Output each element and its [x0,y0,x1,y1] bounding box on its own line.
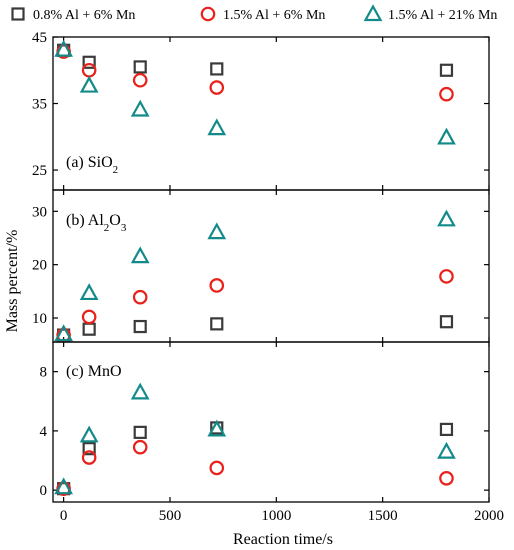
data-point [207,118,227,136]
panel: 25 35 45 (a) SiO2 [32,30,490,191]
data-point [210,317,224,331]
data-point [79,75,99,93]
data-point [437,209,456,227]
data-point [210,62,224,76]
data-point [82,55,96,69]
legend-label: 0.8% Al + 6% Mn [33,8,135,23]
data-point [133,425,147,439]
y-tick-label: 35 [32,97,47,113]
data-point [81,62,97,78]
data-point [54,477,74,495]
data-point [133,319,147,334]
y-tick-label: 25 [32,163,47,179]
data-point [439,315,454,329]
panel-frame [52,36,490,191]
data-point [439,422,454,437]
data-point [439,269,454,284]
data-point [209,80,225,95]
data-point [82,442,96,456]
data-point [437,127,456,145]
data-point [132,72,148,88]
data-point [130,382,150,400]
x-tick-label: 500 [159,508,182,524]
data-point [81,309,97,325]
panel-label: (a) SiO2 [66,154,118,176]
data-point [132,439,148,455]
data-point [54,324,74,342]
data-point [439,86,454,102]
data-point [81,450,97,465]
legend: 0.8% Al + 6% Mn 1.5% Al + 6% Mn 1.5% Al + … [11,4,497,23]
y-tick-label: 45 [32,30,47,46]
square-marker-icon [11,7,25,21]
y-tick-label: 20 [32,258,47,274]
data-point [56,327,71,343]
data-point [437,441,456,459]
circle-marker-icon [200,6,216,22]
y-tick-label: 8 [40,365,48,381]
y-tick-label: 0 [40,483,48,499]
data-point [207,222,227,240]
data-point [132,289,148,305]
panel: 10 20 30 (b) Al2O3 [32,189,490,343]
legend-entry: 1.5% Al + 6% Mn [200,6,325,23]
x-tick-label: 2000 [474,508,504,524]
data-point [439,63,454,77]
x-tick-label: 0 [60,508,68,524]
x-axis-title: Reaction time/s [233,531,333,548]
legend-label: 1.5% Al + 6% Mn [223,8,325,23]
y-tick-label: 4 [40,424,48,440]
legend-entry: 0.8% Al + 6% Mn [11,7,135,23]
panel-label: (b) Al2O3 [66,212,127,234]
x-tick-label: 1500 [368,508,398,524]
data-point [207,419,227,437]
data-point [130,99,150,117]
x-tick-label: 1000 [261,508,291,524]
data-point [79,425,99,443]
panel: 0 4 8 (c) MnO [40,341,490,503]
data-point [82,322,96,336]
data-point [54,39,74,57]
y-axis-title: Mass percent/% [4,230,21,333]
data-point [209,460,225,476]
y-tick-label: 30 [32,204,47,220]
y-tick-label: 10 [32,311,47,327]
legend-entry: 1.5% Al + 21% Mn [363,4,497,23]
triangle-marker-icon [363,4,383,22]
panel-label: (c) MnO [66,363,122,380]
data-point [79,283,99,301]
legend-label: 1.5% Al + 21% Mn [388,8,497,23]
data-point [130,246,150,264]
data-point [209,278,225,293]
data-point [133,60,147,74]
data-point [439,470,454,486]
panel-frame [52,341,490,503]
